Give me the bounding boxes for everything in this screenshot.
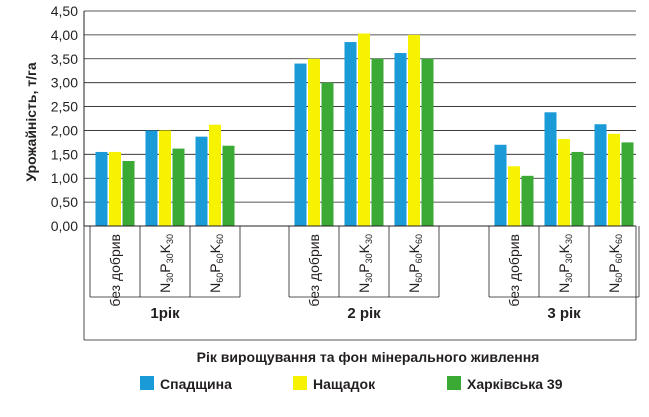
- category-label: N60P60K60: [207, 234, 225, 293]
- bar-нащадок: [358, 33, 370, 227]
- bar-спадщина: [145, 130, 158, 226]
- y-tick-labels: 0,00 0,50 1,00 1,50 2,00 2,50 3,00 3,50 4,00 4,50: [51, 3, 78, 234]
- bar-харківська-39: [321, 82, 334, 227]
- bar-спадщина: [494, 144, 507, 226]
- y-tick-label: 2,00: [51, 122, 78, 138]
- bar-харківська-39: [222, 145, 235, 226]
- bar-спадщина: [594, 124, 607, 226]
- legend-label: Нащадок: [313, 376, 376, 392]
- bar-нащадок: [209, 124, 221, 226]
- bar-харківська-39: [421, 58, 434, 227]
- bar-нащадок: [558, 139, 570, 226]
- category-label: N30P30K30: [356, 234, 374, 293]
- category-label: N60P60K60: [406, 234, 424, 293]
- group-labels: 1рік 2 рік 3 рік: [150, 305, 581, 322]
- y-tick-label: 0,00: [51, 218, 78, 234]
- legend-swatch: [140, 376, 154, 390]
- y-tick-label: 4,50: [51, 3, 78, 19]
- group-label: 1рік: [150, 305, 180, 322]
- bar-нащадок: [608, 133, 620, 226]
- bar-нащадок: [408, 34, 420, 227]
- legend-label: Харківська 39: [467, 376, 563, 392]
- legend: Спадщина Нащадок Харківська 39: [140, 376, 563, 392]
- bar-харківська-39: [571, 151, 584, 226]
- category-label: N60P60K60: [606, 234, 624, 293]
- y-tick-label: 1,50: [51, 146, 78, 162]
- category-label: без добрив: [107, 234, 123, 307]
- bars: [95, 33, 634, 227]
- y-tick-label: 3,00: [51, 75, 78, 91]
- category-label: N30P30K30: [556, 234, 574, 293]
- legend-swatch: [293, 376, 307, 390]
- y-tick-label: 3,50: [51, 51, 78, 67]
- bar-спадщина: [195, 136, 208, 226]
- x-axis-label: Рік вирощування та фон мінерального живл…: [197, 349, 540, 365]
- bar-харківська-39: [172, 148, 185, 226]
- legend-label: Спадщина: [160, 376, 232, 392]
- y-tick-label: 2,50: [51, 99, 78, 115]
- bar-харківська-39: [122, 161, 135, 226]
- category-label: без добрив: [306, 234, 322, 307]
- group-label: 3 рік: [547, 305, 581, 322]
- bar-харківська-39: [621, 142, 634, 226]
- bar-нащадок: [308, 58, 320, 227]
- bar-харківська-39: [371, 58, 384, 227]
- category-label: N30P30K30: [157, 234, 175, 293]
- bar-нащадок: [508, 166, 520, 226]
- y-axis-label: Урожайність, т/га: [23, 62, 39, 182]
- bar-спадщина: [95, 151, 108, 226]
- bar-спадщина: [294, 63, 307, 226]
- y-tick-label: 0,50: [51, 194, 78, 210]
- legend-swatch: [447, 376, 461, 390]
- axes: [83, 11, 640, 341]
- bar-спадщина: [344, 42, 357, 226]
- bar-нащадок: [109, 151, 121, 226]
- bar-спадщина: [394, 53, 407, 226]
- group-label: 2 рік: [347, 305, 381, 322]
- y-tick-label: 4,00: [51, 27, 78, 43]
- category-labels: без добрив N30P30K30 N60P60K60 без добрив N3…: [107, 234, 624, 307]
- category-label: без добрив: [506, 234, 522, 307]
- bar-спадщина: [544, 112, 557, 226]
- bar-нащадок: [159, 130, 171, 226]
- bar-харківська-39: [521, 175, 534, 226]
- y-tick-label: 1,00: [51, 170, 78, 186]
